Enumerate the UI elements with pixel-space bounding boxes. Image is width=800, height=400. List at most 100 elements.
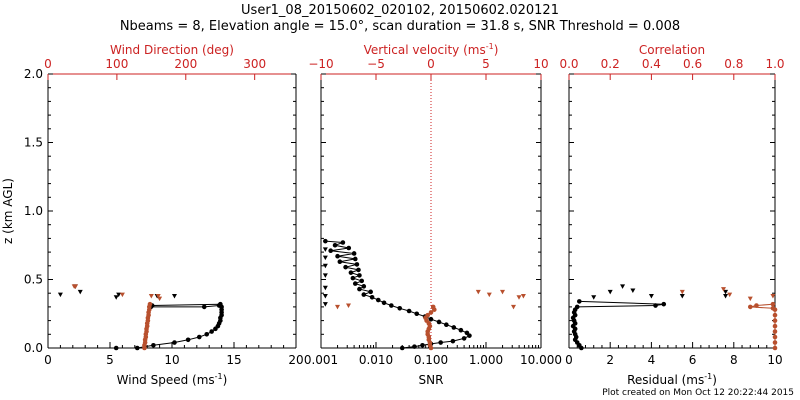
series-point-2-2 <box>747 304 753 310</box>
series-point-1-0 <box>406 308 412 314</box>
series-point-0-0 <box>201 304 207 310</box>
series-point-1-0 <box>340 240 346 245</box>
series-point-0-0 <box>151 342 156 348</box>
series-point-0-0 <box>204 332 210 337</box>
series-marker-1-1 <box>322 247 328 252</box>
x2-tick-label: 0.6 <box>683 57 702 71</box>
series-marker-0-1 <box>116 292 122 298</box>
series-marker-1-3 <box>511 304 516 310</box>
series-marker-0-3 <box>119 292 125 298</box>
series-marker-2-1 <box>630 288 636 293</box>
series-marker-0-3 <box>157 296 163 302</box>
series-point-1-0 <box>359 278 365 284</box>
series-marker-2-3 <box>747 296 753 302</box>
x2-tick-label: 100 <box>105 57 128 71</box>
x-tick-label: 0 <box>44 353 52 367</box>
x2-tick-label: 300 <box>243 57 266 71</box>
series-marker-1-1 <box>322 263 328 269</box>
series-point-1-0 <box>444 322 449 328</box>
x2-tick-label: 0 <box>427 57 435 71</box>
x-axis-label-0: Wind Speed (ms-1) <box>117 372 228 387</box>
series-point-2-2 <box>772 340 778 345</box>
series-point-1-0 <box>412 344 417 349</box>
series-point-2-2 <box>772 329 778 334</box>
y-tick-label: 2.0 <box>24 67 43 81</box>
series-point-1-0 <box>352 256 358 262</box>
series-point-1-0 <box>346 245 352 251</box>
series-point-1-0 <box>335 253 340 259</box>
x2-tick-label: 0 <box>44 57 52 71</box>
series-point-1-0 <box>381 300 387 306</box>
x2-tick-label: 200 <box>174 57 197 71</box>
series-marker-1-1 <box>322 273 328 278</box>
series-marker-2-1 <box>679 293 685 299</box>
series-point-1-0 <box>438 340 443 345</box>
series-marker-1-1 <box>322 302 328 307</box>
series-marker-1-3 <box>475 289 481 295</box>
x-tick-label: 10 <box>164 353 179 367</box>
series-marker-2-1 <box>723 293 729 299</box>
series-point-1-0 <box>357 286 362 292</box>
series-marker-0-3 <box>155 293 161 299</box>
series-marker-2-1 <box>607 289 613 295</box>
y-tick-label: 1.5 <box>24 136 43 150</box>
x2-axis-label-0: Wind Direction (deg) <box>110 43 234 57</box>
series-point-2-2 <box>754 303 759 308</box>
series-point-1-0 <box>343 264 348 270</box>
series-marker-0-1 <box>113 295 119 300</box>
series-line-0-0 <box>116 303 223 349</box>
series-point-1-0 <box>348 270 354 275</box>
series-point-2-2 <box>770 301 776 307</box>
x-tick-label: 4 <box>648 353 656 367</box>
series-marker-0-3 <box>73 284 79 289</box>
series-point-1-0 <box>350 275 356 281</box>
y-tick-label: 0.0 <box>24 341 43 355</box>
series-point-1-0 <box>389 303 394 308</box>
x-axis-label-1: SNR <box>419 373 444 387</box>
series-marker-1-1 <box>322 255 328 261</box>
series-point-0-0 <box>134 345 140 351</box>
series-point-1-0 <box>451 325 457 330</box>
series-point-0-2 <box>142 345 147 351</box>
series-point-1-0 <box>399 345 405 351</box>
series-marker-1-3 <box>335 304 340 310</box>
series-point-2-0 <box>653 303 658 308</box>
series-point-0-0 <box>113 345 119 351</box>
series-marker-1-3 <box>486 292 492 298</box>
series-marker-2-1 <box>723 289 729 295</box>
figure-subtitle: Nbeams = 8, Elevation angle = 15.0°, sca… <box>119 19 681 34</box>
x-tick-label: 0.001 <box>304 353 338 367</box>
series-point-0-0 <box>185 337 191 343</box>
series-marker-1-1 <box>322 293 328 299</box>
series-marker-2-1 <box>591 295 597 300</box>
x2-axis-label-1: Vertical velocity (ms-1) <box>364 42 499 57</box>
x-tick-label: 0 <box>565 353 573 367</box>
x-tick-label: 0.100 <box>414 353 448 367</box>
series-point-1-0 <box>461 336 467 341</box>
series-marker-0-3 <box>148 293 154 299</box>
series-marker-0-1 <box>171 293 177 299</box>
series-point-2-2 <box>772 334 778 340</box>
x-tick-label: 0.010 <box>359 353 393 367</box>
x2-tick-label: 0.0 <box>559 57 578 71</box>
series-point-1-0 <box>352 281 358 286</box>
series-point-0-0 <box>172 340 177 345</box>
x2-tick-label: −10 <box>308 57 333 71</box>
series-point-2-0 <box>579 345 584 351</box>
x2-tick-label: 1.0 <box>765 57 784 71</box>
series-point-1-2 <box>428 310 434 315</box>
series-point-0-0 <box>213 326 218 332</box>
series-point-1-0 <box>368 289 373 295</box>
series-point-1-0 <box>397 305 403 311</box>
series-point-1-0 <box>357 273 362 278</box>
series-line-2-2 <box>750 303 776 348</box>
x2-tick-label: 0.2 <box>601 57 620 71</box>
series-point-1-0 <box>369 295 375 300</box>
series-marker-0-1 <box>57 292 63 298</box>
figure-title: User1_08_20150602_020102, 20150602.02012… <box>241 3 559 18</box>
series-point-2-2 <box>772 345 778 351</box>
y-tick-label: 1.0 <box>24 204 43 218</box>
x-tick-label: 2 <box>606 353 614 367</box>
series-marker-1-3 <box>520 293 526 299</box>
